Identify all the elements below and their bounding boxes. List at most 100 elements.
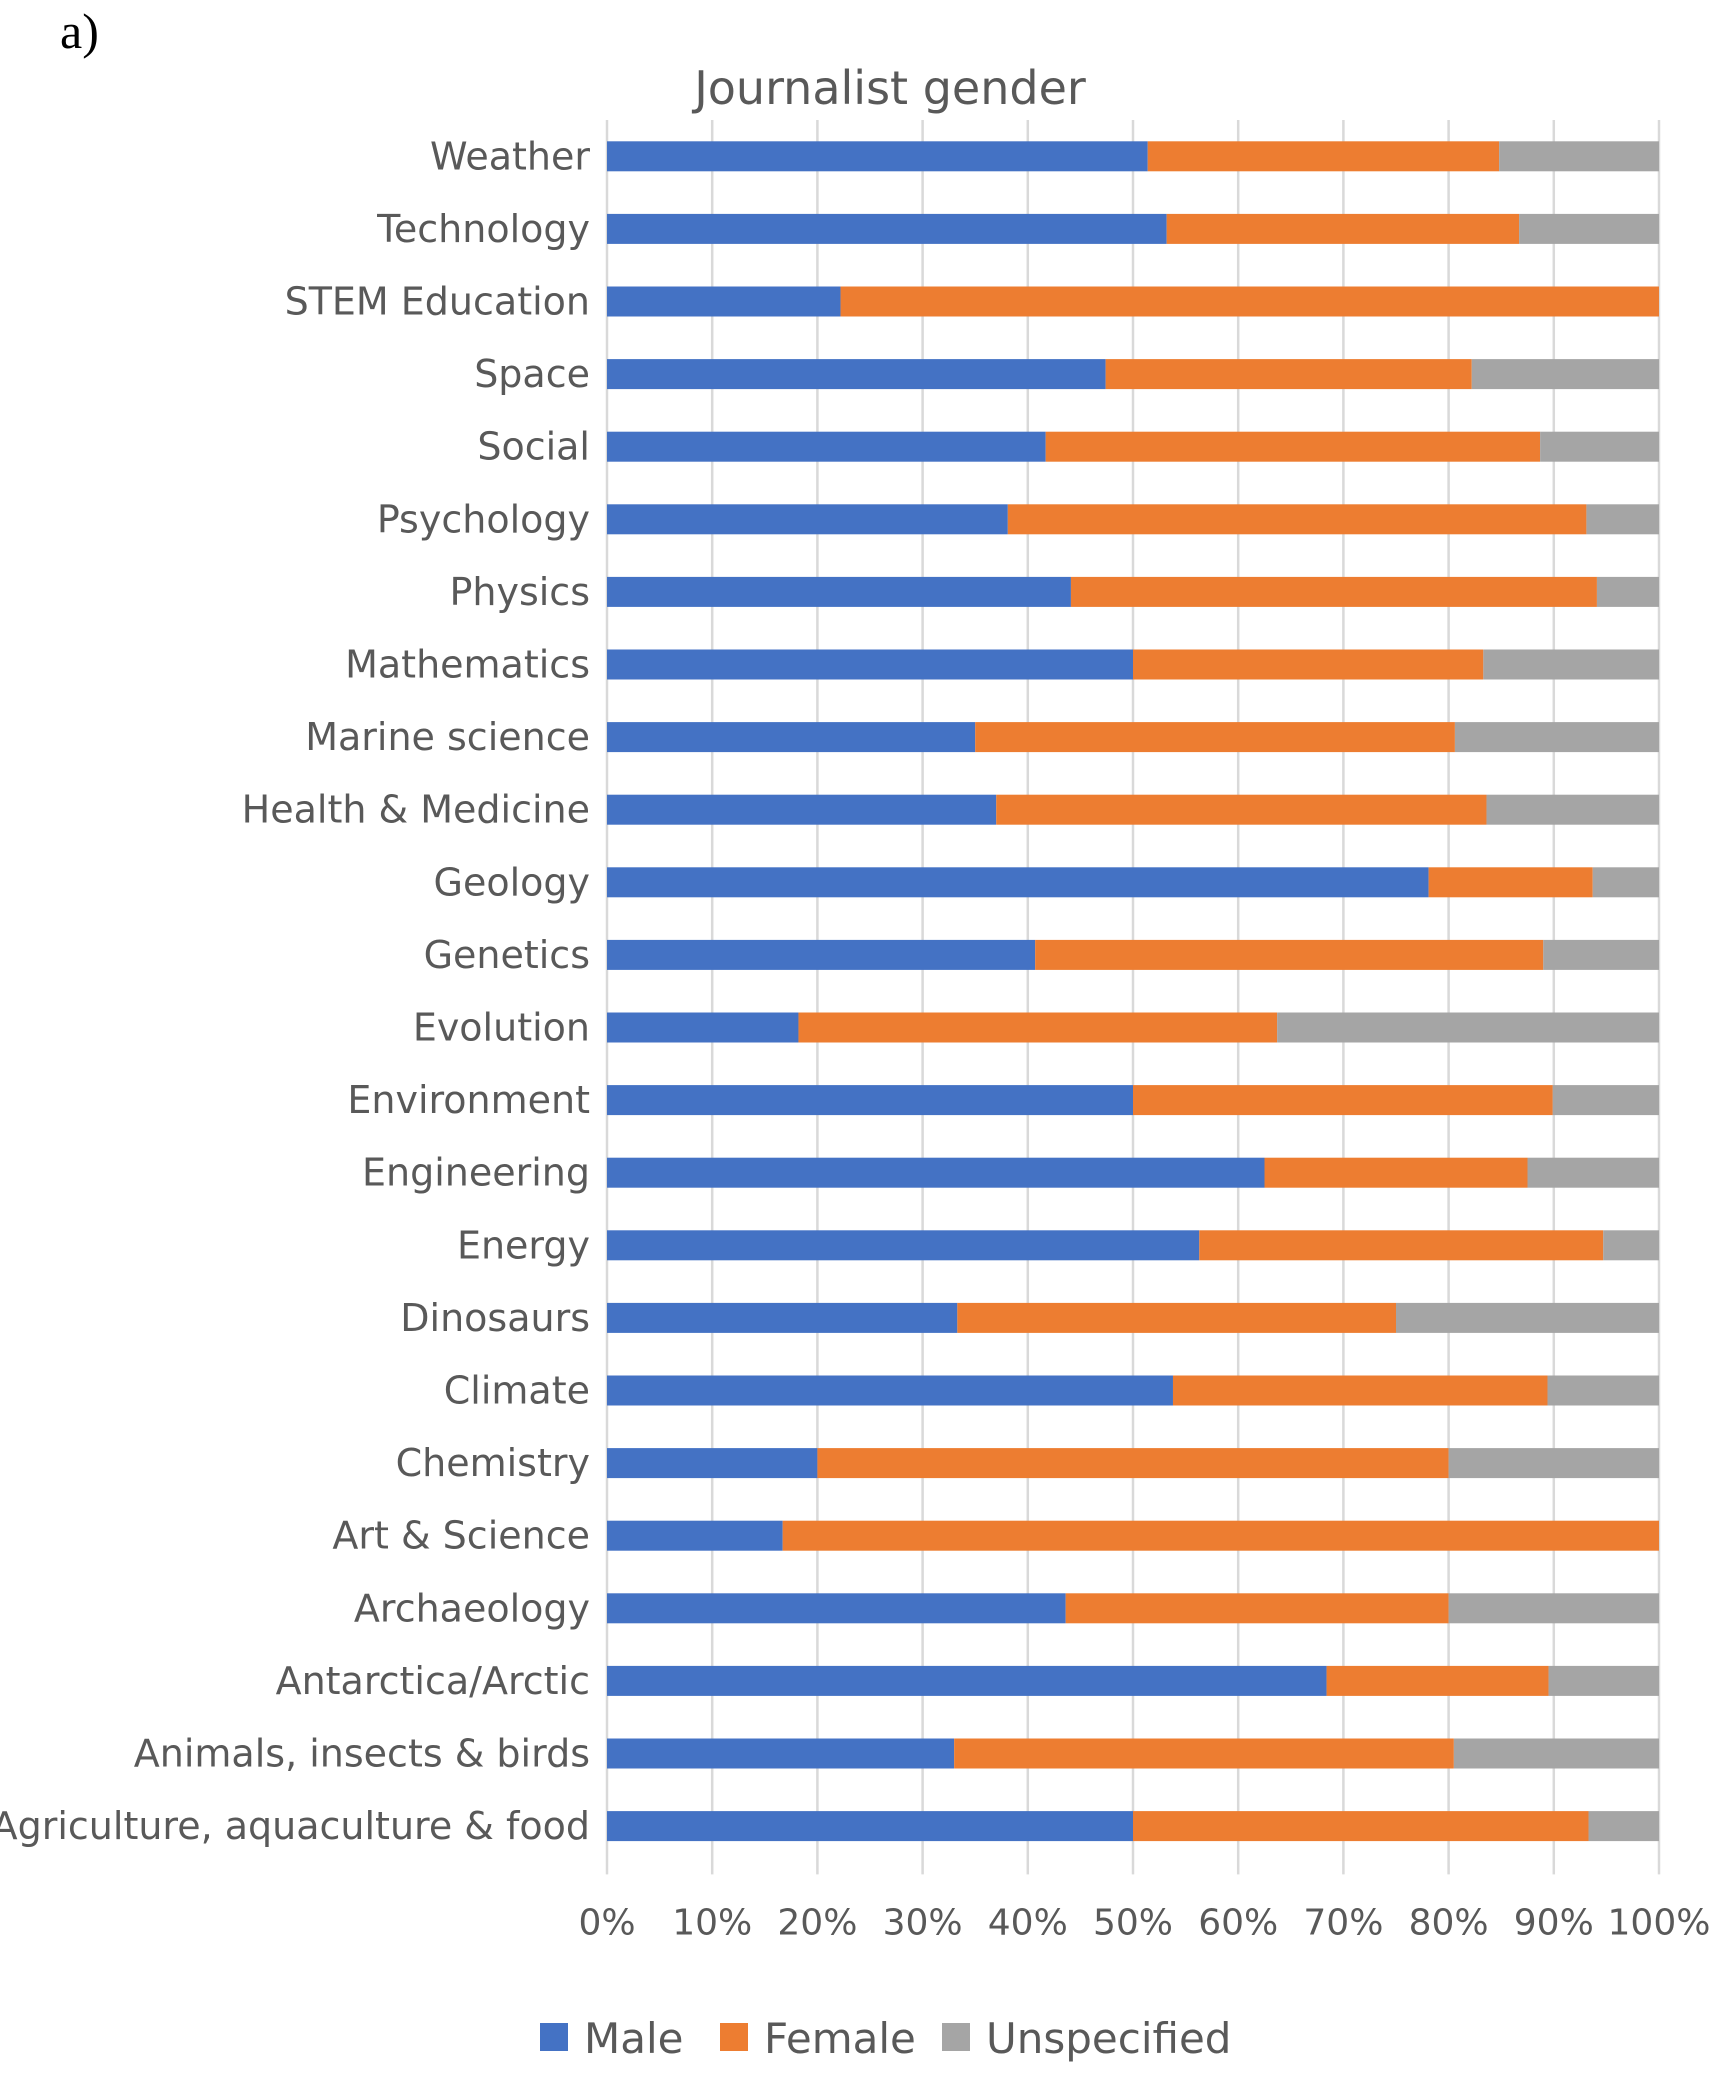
chart-title: Journalist gender — [691, 61, 1086, 115]
bar-weather-unspecified — [1499, 141, 1659, 172]
bar-antarctica-arctic-unspecified — [1548, 1665, 1659, 1696]
bar-archaeology-male — [607, 1593, 1066, 1624]
bar-antarctica-arctic-male — [607, 1665, 1327, 1696]
bar-physics-female — [1070, 576, 1597, 607]
bar-geology-female — [1428, 867, 1593, 898]
legend-swatch-unspecified — [942, 2023, 970, 2051]
bar-mathematics-female — [1133, 649, 1484, 680]
bar-climate-female — [1172, 1375, 1548, 1406]
bar-environment-male — [607, 1085, 1133, 1116]
bar-dinosaurs-male — [607, 1302, 958, 1333]
bar-space-unspecified — [1471, 359, 1659, 390]
bar-segments — [607, 141, 1659, 1842]
bar-engineering-female — [1264, 1157, 1528, 1188]
category-label-social: Social — [477, 425, 590, 469]
bar-psychology-male — [607, 504, 1008, 535]
category-label-mathematics: Mathematics — [345, 643, 590, 687]
bar-physics-male — [607, 576, 1071, 607]
category-label-technology: Technology — [376, 207, 590, 251]
bar-animals-insects-birds-male — [607, 1738, 955, 1769]
category-labels: Weather Technology STEM Education Space Soci… — [0, 134, 590, 1848]
x-tick-8: 80% — [1409, 1902, 1489, 1943]
bar-animals-insects-birds-unspecified — [1453, 1738, 1659, 1769]
bar-health-medicine-male — [607, 794, 997, 825]
category-label-space: Space — [474, 352, 590, 396]
legend-label-male: Male — [584, 2014, 683, 2063]
bar-genetics-male — [607, 939, 1036, 970]
bar-health-medicine-unspecified — [1486, 794, 1659, 825]
x-tick-7: 70% — [1303, 1902, 1383, 1943]
legend-label-unspecified: Unspecified — [986, 2014, 1231, 2063]
x-tick-3: 30% — [883, 1902, 963, 1943]
category-label-antarctica-arctic: Antarctica/Arctic — [276, 1659, 590, 1703]
bar-chemistry-unspecified — [1448, 1448, 1659, 1479]
bar-evolution-male — [607, 1012, 799, 1043]
category-label-health-medicine: Health & Medicine — [242, 788, 590, 832]
bar-dinosaurs-unspecified — [1396, 1302, 1659, 1333]
bar-marine-science-female — [975, 722, 1455, 753]
category-label-animals-insects-birds: Animals, insects & birds — [134, 1732, 590, 1776]
bar-chemistry-male — [607, 1448, 818, 1479]
bar-evolution-female — [798, 1012, 1278, 1043]
bar-archaeology-female — [1065, 1593, 1449, 1624]
bar-space-male — [607, 359, 1106, 390]
grid-lines — [605, 120, 1661, 1875]
bar-climate-unspecified — [1547, 1375, 1659, 1406]
bar-agriculture-aquaculture-food-male — [607, 1811, 1133, 1842]
bar-energy-female — [1199, 1230, 1604, 1261]
legend-label-female: Female — [764, 2014, 916, 2063]
bar-geology-unspecified — [1592, 867, 1659, 898]
bar-technology-female — [1166, 213, 1520, 244]
bar-social-female — [1045, 431, 1541, 462]
bar-genetics-unspecified — [1543, 939, 1659, 970]
bar-energy-male — [607, 1230, 1200, 1261]
category-label-engineering: Engineering — [362, 1151, 590, 1195]
category-label-genetics: Genetics — [424, 933, 590, 977]
bar-climate-male — [607, 1375, 1173, 1406]
category-label-evolution: Evolution — [413, 1006, 590, 1050]
bar-mathematics-unspecified — [1483, 649, 1659, 680]
x-tick-4: 40% — [988, 1902, 1068, 1943]
bar-agriculture-aquaculture-food-unspecified — [1588, 1811, 1659, 1842]
category-label-art-science: Art & Science — [332, 1514, 590, 1558]
x-tick-0: 0% — [578, 1902, 635, 1943]
bar-social-unspecified — [1540, 431, 1659, 462]
x-tick-2: 20% — [777, 1902, 857, 1943]
category-label-stem-education: STEM Education — [285, 280, 590, 324]
x-tick-10: 100% — [1608, 1902, 1711, 1943]
bar-agriculture-aquaculture-food-female — [1133, 1811, 1589, 1842]
bar-marine-science-unspecified — [1454, 722, 1659, 753]
bar-energy-unspecified — [1603, 1230, 1659, 1261]
panel-label: a) — [60, 3, 99, 59]
bar-antarctica-arctic-female — [1326, 1665, 1549, 1696]
category-label-physics: Physics — [449, 570, 590, 614]
x-tick-6: 60% — [1198, 1902, 1278, 1943]
x-tick-9: 90% — [1514, 1902, 1594, 1943]
bar-technology-unspecified — [1519, 213, 1659, 244]
bar-technology-male — [607, 213, 1167, 244]
bar-animals-insects-birds-female — [954, 1738, 1454, 1769]
bar-health-medicine-female — [996, 794, 1487, 825]
bar-space-female — [1105, 359, 1472, 390]
bar-archaeology-unspecified — [1448, 1593, 1659, 1624]
bar-social-male — [607, 431, 1046, 462]
category-label-energy: Energy — [457, 1223, 590, 1267]
bar-psychology-female — [1007, 504, 1587, 535]
category-label-environment: Environment — [347, 1078, 590, 1122]
bar-genetics-female — [1035, 939, 1544, 970]
legend-swatch-male — [540, 2023, 568, 2051]
category-label-chemistry: Chemistry — [396, 1441, 590, 1485]
bar-art-science-male — [607, 1520, 783, 1551]
x-tick-5: 50% — [1093, 1902, 1173, 1943]
bar-marine-science-male — [607, 722, 976, 753]
bar-physics-unspecified — [1596, 576, 1659, 607]
bar-weather-female — [1147, 141, 1500, 172]
bar-psychology-unspecified — [1586, 504, 1659, 535]
bar-environment-unspecified — [1552, 1085, 1659, 1116]
bar-dinosaurs-female — [957, 1302, 1396, 1333]
category-label-dinosaurs: Dinosaurs — [400, 1296, 590, 1340]
bar-environment-female — [1133, 1085, 1553, 1116]
bar-geology-male — [607, 867, 1429, 898]
bar-chemistry-female — [817, 1448, 1449, 1479]
